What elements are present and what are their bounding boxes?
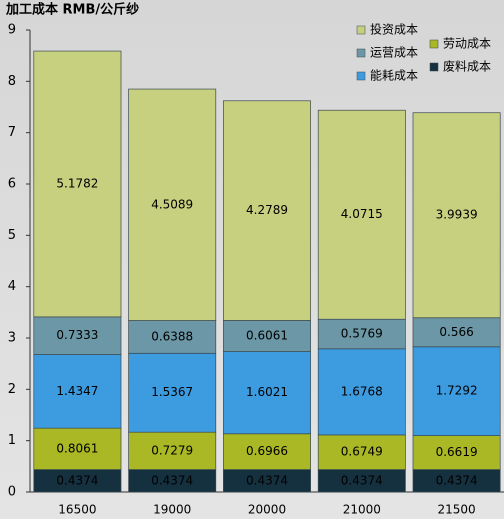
data-label: 0.6388 xyxy=(151,329,193,343)
bar-segment xyxy=(412,112,501,319)
bar-segment xyxy=(223,351,311,435)
x-tick-label: 19000 xyxy=(153,503,191,517)
legend-swatch xyxy=(429,62,439,72)
y-tick-label: 1 xyxy=(8,433,16,448)
y-tick-label: 3 xyxy=(8,331,16,346)
y-tick-label: 2 xyxy=(8,382,16,397)
bar-segment xyxy=(412,346,501,436)
data-label: 0.566 xyxy=(439,325,473,339)
y-tick-label: 8 xyxy=(8,74,16,89)
legend-swatch xyxy=(429,39,439,49)
data-label: 0.4374 xyxy=(246,473,288,487)
bar-segment xyxy=(317,318,406,350)
data-label: 0.5769 xyxy=(341,327,383,341)
legend-swatch xyxy=(356,71,366,81)
data-label: 0.6061 xyxy=(246,328,288,342)
bar-segment xyxy=(317,109,406,320)
legend-label: 劳动成本 xyxy=(443,37,491,51)
data-label: 1.5367 xyxy=(151,385,193,399)
bar-segment xyxy=(128,431,217,470)
y-tick-label: 4 xyxy=(8,279,16,294)
bar-segment xyxy=(317,434,406,470)
y-tick-label: 6 xyxy=(8,177,16,192)
legend-label: 运营成本 xyxy=(370,46,418,60)
y-tick-label: 5 xyxy=(8,228,16,243)
bar-segment xyxy=(412,317,501,348)
x-tick-label: 21000 xyxy=(343,503,381,517)
x-tick-label: 16500 xyxy=(58,503,96,517)
data-label: 0.6749 xyxy=(341,445,383,459)
data-label: 4.0715 xyxy=(341,207,383,221)
chart-title: 加工成本 RMB/公斤纱 xyxy=(5,2,139,18)
legend-label: 能耗成本 xyxy=(370,69,418,83)
bar-segment xyxy=(317,348,406,436)
data-label: 0.4374 xyxy=(56,473,98,487)
bar-segment xyxy=(223,433,311,470)
data-label: 0.6619 xyxy=(436,445,478,459)
legend-label: 废料成本 xyxy=(443,59,491,74)
data-label: 4.5089 xyxy=(151,197,193,211)
data-label: 4.2789 xyxy=(246,203,288,217)
legend-label: 投资成本 xyxy=(370,22,418,37)
data-label: 1.6768 xyxy=(341,384,383,398)
bar-segment xyxy=(128,352,217,433)
data-label: 0.4374 xyxy=(151,473,193,487)
legend-swatch xyxy=(356,48,366,58)
bar-segment xyxy=(128,320,217,354)
data-label: 0.6966 xyxy=(246,444,288,458)
data-label: 0.7279 xyxy=(151,443,193,457)
data-label: 1.7292 xyxy=(436,384,478,398)
y-tick-label: 7 xyxy=(8,125,16,140)
data-label: 1.4347 xyxy=(56,384,98,398)
data-label: 0.4374 xyxy=(341,473,383,487)
data-label: 0.8061 xyxy=(56,441,98,455)
data-label: 5.1782 xyxy=(56,176,98,190)
bar-segment xyxy=(223,100,311,321)
x-tick-label: 20000 xyxy=(248,503,286,517)
y-tick-label: 0 xyxy=(8,485,16,500)
y-tick-label: 9 xyxy=(8,23,16,38)
bar-segment xyxy=(128,88,217,321)
data-label: 3.9939 xyxy=(436,208,478,222)
data-label: 0.4374 xyxy=(436,473,478,487)
legend-swatch xyxy=(356,25,366,35)
bar-segment xyxy=(33,50,122,318)
x-tick-label: 21500 xyxy=(438,503,476,517)
data-label: 1.6021 xyxy=(246,385,288,399)
data-label: 0.7333 xyxy=(56,328,98,342)
